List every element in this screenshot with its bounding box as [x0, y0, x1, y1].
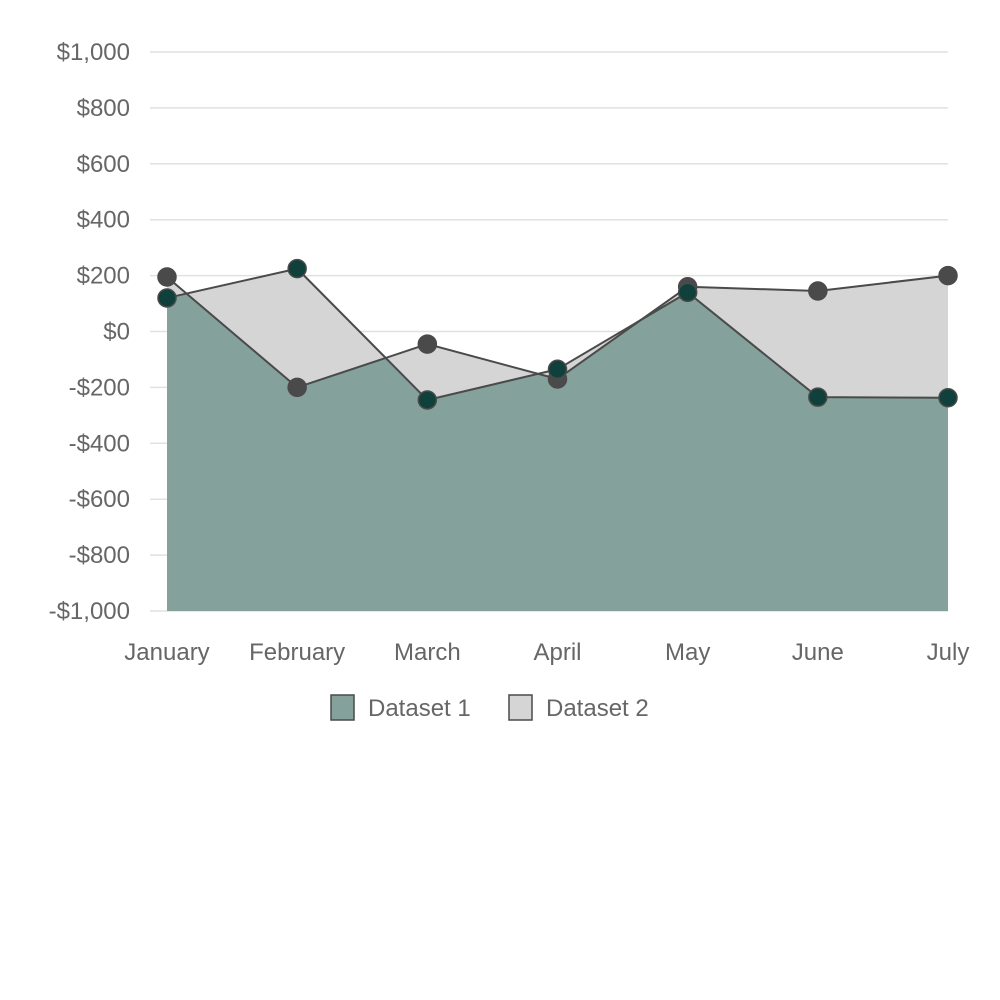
x-tick-label: January — [124, 639, 209, 666]
dataset-2-area — [167, 268, 948, 400]
dataset-2-point[interactable] — [938, 265, 958, 286]
legend-label-dataset-2[interactable]: Dataset 2 — [546, 695, 649, 722]
legend: Dataset 1 Dataset 2 — [330, 694, 649, 722]
dataset-2-point[interactable] — [157, 267, 177, 287]
dataset-2-point[interactable] — [417, 334, 438, 354]
y-tick-label: -$1,000 — [49, 598, 130, 625]
x-tick-label: June — [792, 639, 844, 666]
y-tick-label: $400 — [77, 207, 130, 234]
y-tick-label: $1,000 — [57, 39, 130, 66]
dataset-2-point[interactable] — [808, 281, 828, 301]
x-tick-label: July — [927, 639, 970, 666]
legend-swatch-dataset-2[interactable] — [508, 694, 533, 721]
dataset-1-point[interactable] — [547, 359, 568, 379]
y-tick-label: -$600 — [69, 486, 130, 513]
dataset-1-point[interactable] — [287, 258, 307, 279]
area-layer — [167, 268, 948, 611]
x-tick-label: April — [533, 639, 581, 666]
dataset-2-point[interactable] — [287, 377, 307, 398]
y-tick-label: -$400 — [69, 430, 130, 457]
y-tick-label: $600 — [77, 151, 130, 178]
x-tick-label: May — [665, 639, 710, 666]
y-tick-label: $200 — [77, 263, 130, 290]
dataset-1-point[interactable] — [938, 387, 958, 408]
dataset-1-point[interactable] — [417, 390, 438, 410]
legend-label-dataset-1[interactable]: Dataset 1 — [368, 695, 471, 722]
dataset-1-point[interactable] — [808, 387, 828, 407]
y-tick-label: -$800 — [69, 542, 130, 569]
x-tick-label: March — [394, 639, 461, 666]
y-tick-label: $0 — [103, 319, 130, 346]
legend-swatch-dataset-1[interactable] — [330, 694, 355, 721]
dataset-1-point[interactable] — [157, 288, 177, 308]
y-tick-label: $800 — [77, 95, 130, 122]
point-layer — [157, 258, 958, 410]
axis-layer: $1,000 $800 $600 $400 $200 $0 -$200 -$400 -$600 -… — [49, 39, 970, 666]
dataset-1-point[interactable] — [677, 282, 698, 303]
y-tick-label: -$200 — [69, 374, 130, 401]
x-tick-label: February — [249, 639, 345, 666]
